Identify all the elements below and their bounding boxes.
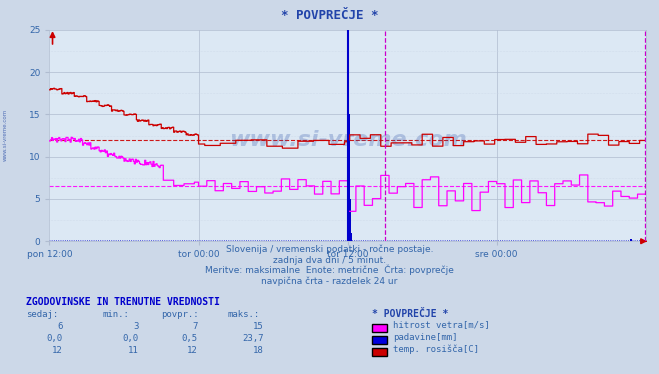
Text: min.:: min.: (102, 310, 129, 319)
Text: 15: 15 (253, 322, 264, 331)
Text: 0,0: 0,0 (47, 334, 63, 343)
Text: padavine[mm]: padavine[mm] (393, 332, 458, 341)
Text: temp. rosišča[C]: temp. rosišča[C] (393, 344, 480, 353)
Text: navpična črta - razdelek 24 ur: navpična črta - razdelek 24 ur (262, 276, 397, 286)
Bar (349, 199, 351, 241)
Text: 7: 7 (192, 322, 198, 331)
Text: zadnja dva dni / 5 minut.: zadnja dva dni / 5 minut. (273, 256, 386, 265)
Text: ZGODOVINSKE IN TRENUTNE VREDNOSTI: ZGODOVINSKE IN TRENUTNE VREDNOSTI (26, 297, 220, 307)
Text: 11: 11 (128, 346, 138, 355)
Text: 12: 12 (52, 346, 63, 355)
Text: 0,5: 0,5 (182, 334, 198, 343)
Text: hitrost vetra[m/s]: hitrost vetra[m/s] (393, 320, 490, 329)
Text: * POVPREČJE *: * POVPREČJE * (281, 9, 378, 22)
Text: www.si-vreme.com: www.si-vreme.com (3, 108, 8, 161)
Text: * POVPREČJE *: * POVPREČJE * (372, 309, 449, 319)
Bar (348, 114, 350, 241)
Text: 6: 6 (57, 322, 63, 331)
Text: 0,0: 0,0 (123, 334, 138, 343)
Text: 18: 18 (253, 346, 264, 355)
Bar (630, 239, 633, 241)
Text: Slovenija / vremenski podatki - ročne postaje.: Slovenija / vremenski podatki - ročne po… (226, 245, 433, 254)
Text: 3: 3 (133, 322, 138, 331)
Bar (350, 233, 352, 241)
Text: Meritve: maksimalne  Enote: metrične  Črta: povprečje: Meritve: maksimalne Enote: metrične Črta… (205, 265, 454, 275)
Text: 12: 12 (187, 346, 198, 355)
Text: sedaj:: sedaj: (26, 310, 59, 319)
Text: maks.:: maks.: (227, 310, 260, 319)
Bar (347, 41, 349, 241)
Text: povpr.:: povpr.: (161, 310, 199, 319)
Text: 23,7: 23,7 (242, 334, 264, 343)
Text: www.si-vreme.com: www.si-vreme.com (229, 130, 467, 150)
